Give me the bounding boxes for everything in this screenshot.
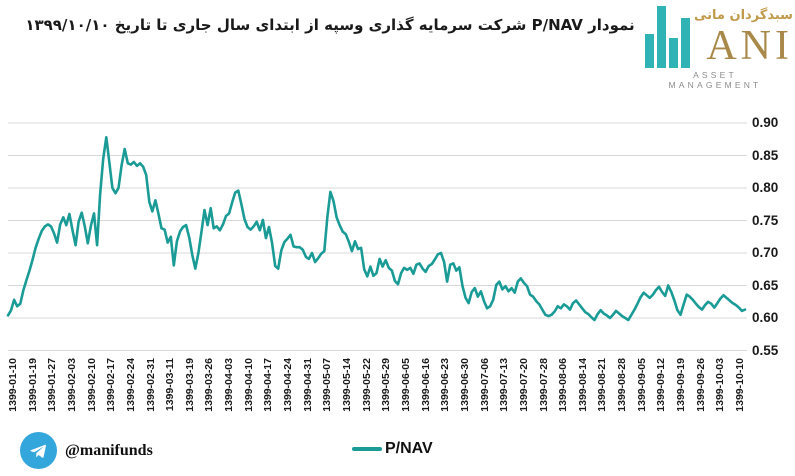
x-axis-label: 1399-08-14 — [576, 358, 589, 412]
logo-bar — [669, 38, 678, 68]
telegram-handle-block: @manifunds — [20, 432, 153, 469]
x-axis-label: 1399-04-10 — [242, 358, 255, 412]
x-axis-label: 1399-09-19 — [675, 358, 688, 412]
x-axis-label: 1399-07-28 — [537, 358, 550, 412]
logo-bar — [657, 6, 666, 68]
x-axis-label: 1399-03-19 — [183, 358, 196, 412]
x-axis-label: 1399-09-26 — [694, 358, 707, 412]
x-axis-label: 1399-08-06 — [557, 358, 570, 412]
x-axis-label: 1399-06-23 — [439, 358, 452, 412]
x-axis-label: 1399-05-29 — [380, 358, 393, 412]
y-axis-label: 0.65 — [752, 277, 779, 293]
logo-persian-name: سبدگردان مانی — [694, 8, 793, 23]
x-axis-label: 1399-02-03 — [65, 358, 78, 412]
x-axis-label: 1399-04-17 — [262, 358, 275, 412]
y-axis-label: 0.85 — [752, 147, 779, 163]
x-axis-label: 1399-04-03 — [223, 358, 236, 412]
y-axis-label: 0.90 — [752, 115, 779, 130]
x-axis-label: 1399-04-24 — [282, 358, 295, 412]
telegram-handle: @manifunds — [65, 441, 153, 459]
x-axis-label: 1399-01-10 — [7, 358, 19, 412]
telegram-icon[interactable] — [20, 432, 57, 469]
legend-line-swatch — [352, 447, 382, 451]
x-axis-label: 1399-06-05 — [399, 358, 412, 412]
chart-legend: P/NAV — [352, 440, 433, 458]
x-axis-label: 1399-07-13 — [498, 358, 511, 412]
legend-label: P/NAV — [385, 440, 433, 457]
x-axis-label: 1399-01-27 — [46, 358, 59, 412]
x-axis-label: 1399-02-31 — [144, 358, 157, 412]
x-axis-label: 1399-03-11 — [164, 358, 177, 412]
x-axis-label: 1399-07-20 — [517, 358, 530, 412]
x-axis-label: 1399-01-19 — [26, 358, 39, 412]
y-axis-label: 0.55 — [752, 342, 779, 358]
x-axis-label: 1399-06-30 — [458, 358, 471, 412]
logo-bar — [645, 34, 654, 68]
x-axis-label: 1399-02-24 — [124, 358, 137, 412]
x-axis-label: 1399-05-22 — [360, 358, 373, 412]
x-axis-label: 1399-10-03 — [714, 358, 727, 412]
y-axis-label: 0.80 — [752, 180, 779, 195]
logo-bar — [681, 18, 690, 68]
logo-latin-name: ANI — [706, 23, 793, 69]
x-axis-label: 1399-05-07 — [321, 358, 334, 412]
x-axis-label: 1399-05-14 — [341, 358, 354, 412]
logo-subtitle: ASSET MANAGEMENT — [668, 70, 762, 90]
x-axis-label: 1399-02-10 — [85, 358, 98, 412]
y-axis-label: 0.60 — [752, 310, 779, 325]
y-axis-label: 0.75 — [752, 212, 779, 228]
x-axis-label: 1399-09-12 — [655, 358, 668, 412]
company-logo: سبدگردان مانی ANI ASSET MANAGEMENT — [645, 6, 793, 90]
logo-bars-icon — [645, 6, 690, 68]
x-axis-label: 1399-03-26 — [203, 358, 216, 412]
x-axis-label: 1399-09-05 — [635, 358, 648, 412]
x-axis-label: 1399-07-06 — [478, 358, 491, 412]
x-axis-label: 1399-10-10 — [734, 358, 746, 412]
page-title: نمودار P/NAV شرکت سرمایه گذاری وسپه از ا… — [25, 16, 635, 34]
pnav-line — [6, 136, 747, 322]
y-axis-label: 0.70 — [752, 245, 779, 260]
x-axis-label: 1399-08-21 — [596, 358, 609, 412]
paper-plane-icon — [29, 444, 46, 458]
x-axis-label: 1399-02-17 — [105, 358, 118, 412]
x-axis-label: 1399-06-16 — [419, 358, 432, 412]
x-axis-label: 1399-04-31 — [301, 358, 314, 412]
x-axis-label: 1399-08-28 — [616, 358, 629, 412]
